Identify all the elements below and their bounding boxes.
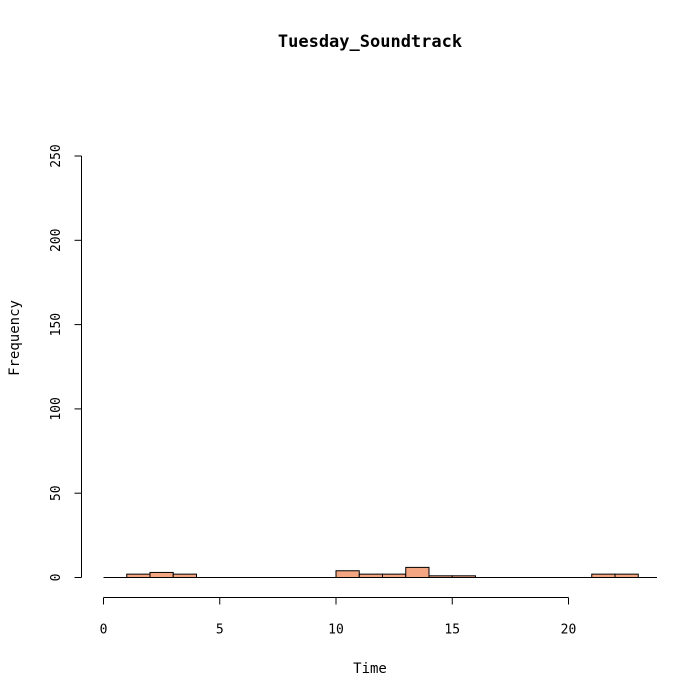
histogram-bar [428,575,453,579]
histogram-bar [382,573,407,578]
y-tick-label: 50 [49,485,64,501]
histogram-bar [126,573,151,578]
histogram-bar [149,571,174,579]
histogram-bar [172,573,197,578]
histogram-bar [405,566,430,578]
x-tick-label: 20 [561,623,577,638]
y-tick-label: 250 [49,144,64,167]
y-tick-label: 200 [49,229,64,252]
x-tick-label: 10 [328,623,344,638]
y-tick-label: 150 [49,313,64,336]
x-tick-label: 5 [216,623,224,638]
x-tick-label: 0 [100,623,108,638]
histogram-bar [614,573,639,578]
histogram-bar [591,573,616,578]
histogram-bar [335,570,360,578]
y-tick-label: 100 [49,397,64,420]
histogram-bar [358,573,383,578]
x-axis: 0 5 10 15 20 [100,597,577,638]
x-axis-label: Time [353,661,387,677]
x-tick-label: 15 [444,623,460,638]
y-axis-label: Frequency [7,300,23,376]
bars-group [103,566,657,579]
chart-title: Tuesday_Soundtrack [278,32,462,52]
histogram-bar [451,575,476,579]
y-tick-label: 0 [49,574,64,582]
y-axis: 0 50 100 150 200 250 [49,144,82,581]
